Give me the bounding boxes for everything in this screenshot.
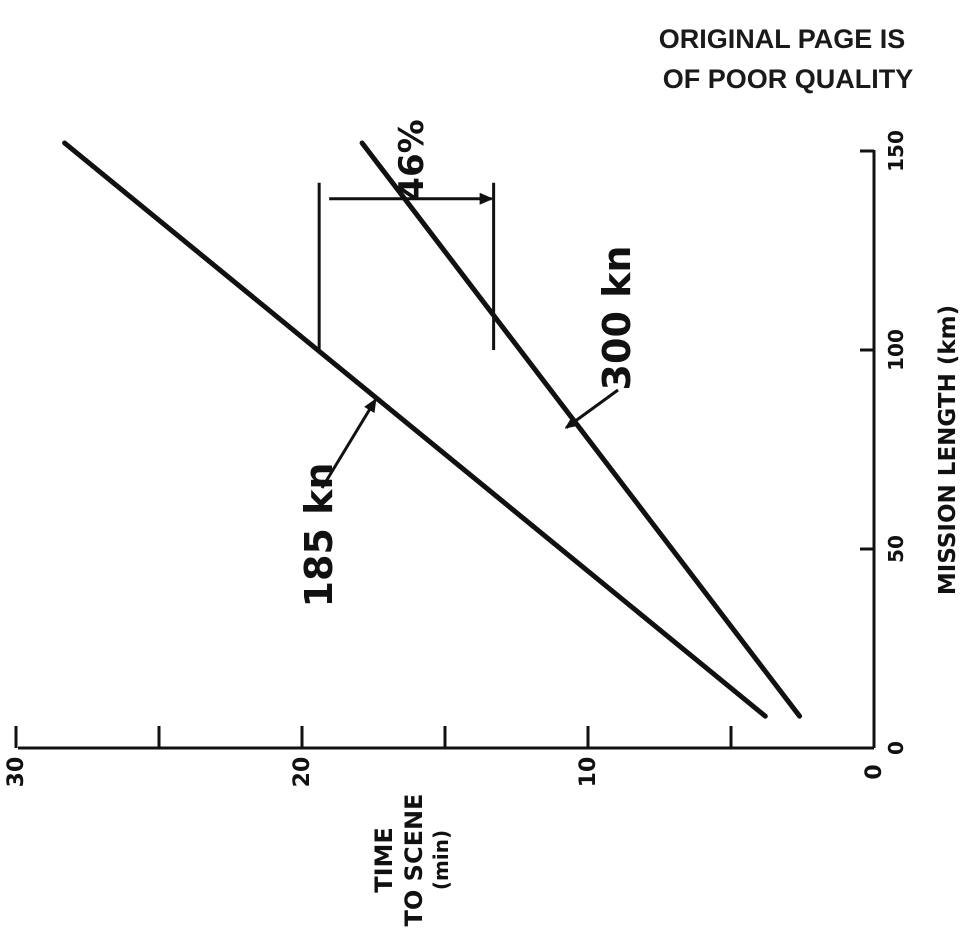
x-tick-label-100: 100	[884, 329, 908, 371]
x-tick-label-150: 150	[884, 130, 908, 172]
y-tick-label-20: 20	[290, 757, 315, 788]
y-axis-title-line-2: TO SCENE	[400, 794, 428, 927]
x-tick-label-50: 50	[884, 535, 908, 563]
label-185kn: 185 kn	[297, 463, 341, 608]
y-axis-title-line-3: (min)	[429, 830, 453, 890]
y-tick-label-0: 0	[862, 764, 887, 779]
y-axis-title: TIME TO SCENE (min)	[370, 794, 453, 927]
series-line-185kn	[62, 140, 768, 719]
y-axis-title-line-1: TIME	[370, 827, 398, 893]
stamp-line-2: OF POOR QUALITY	[663, 64, 914, 94]
x-axis-title: MISSION LENGTH (km)	[935, 305, 961, 595]
label-300kn: 300 kn	[595, 246, 639, 391]
series-line-300kn	[359, 140, 803, 719]
y-tick-label-30: 30	[4, 757, 29, 788]
label-46pct: 46%	[392, 119, 432, 200]
arrow-185kn	[320, 398, 377, 489]
x-tick-label-0: 0	[884, 741, 908, 755]
y-tick-label-10: 10	[576, 757, 601, 788]
arrow-300kn	[564, 388, 619, 429]
stamp-line-1: ORIGINAL PAGE IS	[659, 24, 906, 54]
